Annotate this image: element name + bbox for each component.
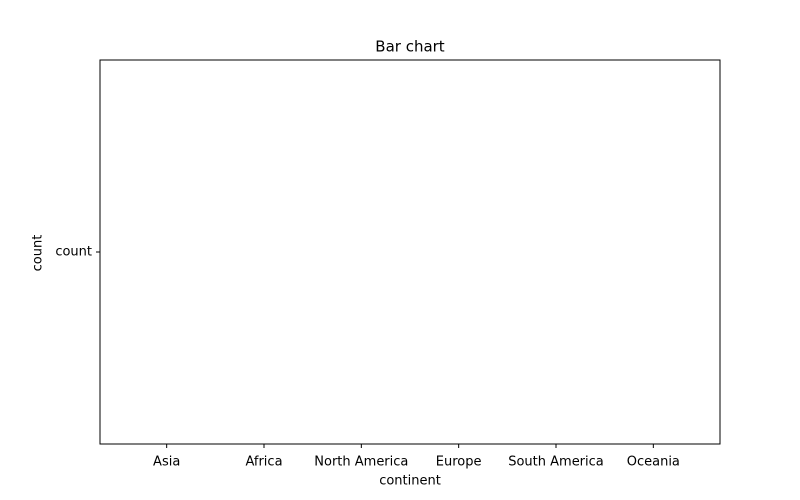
y-tick-label: count [55,245,92,260]
x-tick-label: North America [314,455,408,470]
chart-title: Bar chart [375,38,445,56]
x-tick-label: Asia [153,455,180,470]
x-tick-label: South America [508,455,604,470]
x-axis-label: continent [379,474,441,489]
y-axis-label: count [31,235,46,272]
x-tick-label: Oceania [627,455,680,470]
x-tick-label: Europe [436,455,482,470]
x-tick-label: Africa [245,455,282,470]
